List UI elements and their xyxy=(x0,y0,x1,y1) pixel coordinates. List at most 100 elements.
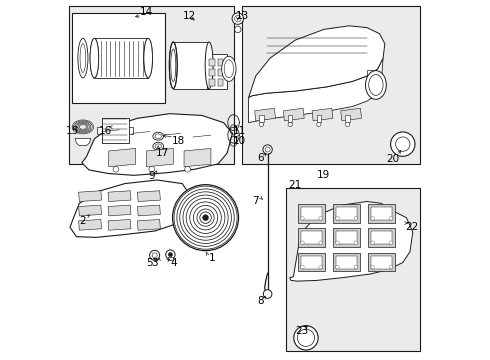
Polygon shape xyxy=(248,58,383,123)
Ellipse shape xyxy=(90,39,98,78)
Ellipse shape xyxy=(170,42,177,89)
Circle shape xyxy=(265,147,270,152)
Bar xyxy=(301,231,322,244)
Text: 17: 17 xyxy=(156,148,169,158)
Ellipse shape xyxy=(78,39,88,78)
Circle shape xyxy=(354,265,358,269)
Circle shape xyxy=(336,241,339,244)
Polygon shape xyxy=(78,220,101,230)
Circle shape xyxy=(149,250,160,260)
Circle shape xyxy=(336,217,339,220)
Circle shape xyxy=(336,265,339,269)
Ellipse shape xyxy=(80,44,86,72)
Circle shape xyxy=(168,252,172,257)
Circle shape xyxy=(319,265,322,269)
Polygon shape xyxy=(248,26,385,98)
Circle shape xyxy=(235,26,241,33)
Circle shape xyxy=(354,217,358,220)
Circle shape xyxy=(389,265,393,269)
Bar xyxy=(129,127,133,134)
Circle shape xyxy=(319,241,322,244)
Bar xyxy=(298,253,325,271)
Bar xyxy=(72,13,166,103)
Bar xyxy=(168,257,173,260)
Text: 22: 22 xyxy=(405,222,418,231)
Text: 4: 4 xyxy=(170,258,176,268)
Text: 5: 5 xyxy=(146,258,152,268)
Circle shape xyxy=(395,137,410,151)
Polygon shape xyxy=(70,180,190,237)
Circle shape xyxy=(166,250,175,259)
Bar xyxy=(218,59,223,66)
Circle shape xyxy=(203,215,208,221)
Ellipse shape xyxy=(144,39,152,78)
Polygon shape xyxy=(184,148,211,167)
Polygon shape xyxy=(283,108,304,121)
Circle shape xyxy=(300,217,304,220)
Bar xyxy=(286,188,420,351)
Circle shape xyxy=(300,265,304,269)
Bar xyxy=(368,204,395,223)
Circle shape xyxy=(235,15,241,22)
Bar xyxy=(317,116,321,122)
Bar xyxy=(371,256,392,269)
Polygon shape xyxy=(109,148,136,167)
Circle shape xyxy=(371,217,374,220)
Text: 15: 15 xyxy=(66,126,79,136)
Polygon shape xyxy=(137,191,160,202)
Ellipse shape xyxy=(224,60,234,78)
Ellipse shape xyxy=(153,142,164,150)
Bar xyxy=(259,116,264,122)
Circle shape xyxy=(113,166,119,172)
Circle shape xyxy=(319,217,322,220)
Text: 7: 7 xyxy=(252,196,259,206)
Circle shape xyxy=(389,241,393,244)
Text: 20: 20 xyxy=(386,154,399,164)
Circle shape xyxy=(263,290,272,298)
Bar xyxy=(368,228,395,247)
Bar xyxy=(97,127,101,134)
Polygon shape xyxy=(290,202,413,281)
Ellipse shape xyxy=(90,39,98,78)
Polygon shape xyxy=(108,191,131,202)
Text: 11: 11 xyxy=(233,126,246,135)
Bar xyxy=(371,207,392,220)
Text: 14: 14 xyxy=(140,7,153,17)
Polygon shape xyxy=(78,191,101,202)
Circle shape xyxy=(259,122,264,127)
Ellipse shape xyxy=(144,39,152,78)
Bar xyxy=(210,78,215,86)
Polygon shape xyxy=(312,108,333,121)
Text: 16: 16 xyxy=(99,126,113,135)
Circle shape xyxy=(152,253,157,258)
Bar xyxy=(371,231,392,244)
Polygon shape xyxy=(341,108,362,121)
Text: 8: 8 xyxy=(257,296,264,306)
Circle shape xyxy=(389,217,393,220)
Bar xyxy=(301,207,322,220)
Bar xyxy=(336,256,357,269)
Bar xyxy=(207,54,227,89)
Text: 10: 10 xyxy=(233,136,246,145)
Circle shape xyxy=(297,329,315,346)
Polygon shape xyxy=(82,114,232,175)
Bar xyxy=(95,39,148,78)
Circle shape xyxy=(345,122,350,127)
Bar xyxy=(345,116,350,122)
Circle shape xyxy=(391,132,415,156)
Ellipse shape xyxy=(368,75,383,95)
Bar xyxy=(218,78,223,86)
Circle shape xyxy=(371,265,374,269)
Polygon shape xyxy=(108,205,131,216)
Text: 18: 18 xyxy=(172,136,185,145)
Polygon shape xyxy=(137,205,160,216)
Text: 6: 6 xyxy=(257,153,264,163)
Circle shape xyxy=(294,325,318,350)
Circle shape xyxy=(354,241,358,244)
Bar xyxy=(288,116,293,122)
Circle shape xyxy=(149,166,155,172)
Ellipse shape xyxy=(155,144,161,149)
Circle shape xyxy=(317,122,321,127)
Ellipse shape xyxy=(155,134,161,139)
Bar xyxy=(336,207,357,220)
